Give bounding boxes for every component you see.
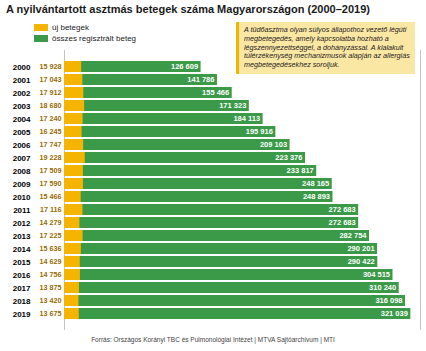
svg-text:2004: 2004 — [13, 115, 31, 124]
svg-text:14 756: 14 756 — [40, 270, 62, 279]
svg-text:17 240: 17 240 — [40, 114, 62, 123]
svg-text:282 754: 282 754 — [339, 231, 367, 240]
svg-text:184 113: 184 113 — [233, 114, 260, 123]
svg-text:2016: 2016 — [13, 271, 31, 280]
svg-text:290 201: 290 201 — [347, 244, 374, 253]
svg-text:155 466: 155 466 — [202, 88, 229, 97]
svg-text:223 376: 223 376 — [275, 153, 302, 162]
svg-text:233 817: 233 817 — [287, 166, 314, 175]
html-text:A nyilvántartott asztmás beteg: A nyilvántartott asztmás betegek száma M… — [6, 3, 370, 15]
svg-text:2017: 2017 — [13, 284, 31, 293]
svg-text:171 323: 171 323 — [219, 101, 246, 110]
svg-text:2018: 2018 — [13, 297, 31, 306]
svg-text:321 039: 321 039 — [381, 309, 408, 318]
svg-text:2003: 2003 — [13, 102, 31, 111]
svg-text:16 245: 16 245 — [40, 127, 62, 136]
svg-text:272 683: 272 683 — [329, 205, 356, 214]
svg-text:14 279: 14 279 — [40, 218, 62, 227]
svg-text:310 240: 310 240 — [369, 283, 396, 292]
svg-text:17 509: 17 509 — [40, 166, 62, 175]
svg-text:2014: 2014 — [13, 245, 31, 254]
svg-text:17 116: 17 116 — [40, 205, 62, 214]
svg-text:13 675: 13 675 — [40, 309, 62, 318]
svg-text:2019: 2019 — [13, 310, 31, 319]
svg-text:2010: 2010 — [13, 193, 31, 202]
svg-text:13 875: 13 875 — [40, 283, 62, 292]
svg-text:209 103: 209 103 — [260, 140, 287, 149]
svg-text:2002: 2002 — [13, 89, 31, 98]
svg-text:17 043: 17 043 — [40, 75, 62, 84]
svg-text:14 629: 14 629 — [40, 257, 62, 266]
svg-text:126 609: 126 609 — [171, 62, 198, 71]
svg-text:2009: 2009 — [13, 180, 31, 189]
svg-text:19 228: 19 228 — [40, 153, 62, 162]
svg-text:248 893: 248 893 — [303, 192, 330, 201]
svg-text:2012: 2012 — [13, 219, 31, 228]
svg-text:141 786: 141 786 — [187, 75, 214, 84]
svg-text:15 928: 15 928 — [40, 62, 62, 71]
html-text:Forrás: Országos Korányi TBC é: Forrás: Országos Korányi TBC és Pulmonol… — [91, 336, 335, 343]
svg-text:15 466: 15 466 — [40, 192, 62, 201]
svg-text:2011: 2011 — [13, 206, 31, 215]
svg-text:2006: 2006 — [13, 141, 31, 150]
svg-text:290 422: 290 422 — [348, 257, 375, 266]
svg-text:2015: 2015 — [13, 258, 31, 267]
svg-text:2005: 2005 — [13, 128, 31, 137]
html-text:A tüdőasztma olyan súlyos álla: A tüdőasztma olyan súlyos állapothoz vez… — [244, 25, 410, 70]
svg-text:17 747: 17 747 — [40, 140, 62, 149]
svg-text:272 683: 272 683 — [329, 218, 356, 227]
html-text:új betegek: új betegek — [52, 23, 89, 32]
svg-text:2001: 2001 — [13, 76, 31, 85]
svg-text:2008: 2008 — [13, 167, 31, 176]
svg-text:17 225: 17 225 — [40, 231, 62, 240]
svg-text:304 515: 304 515 — [363, 270, 390, 279]
svg-text:17 590: 17 590 — [40, 179, 62, 188]
svg-text:15 636: 15 636 — [40, 244, 62, 253]
svg-text:2000: 2000 — [13, 63, 31, 72]
svg-text:316 098: 316 098 — [375, 296, 402, 305]
svg-text:18 680: 18 680 — [40, 101, 62, 110]
svg-text:2013: 2013 — [13, 232, 31, 241]
svg-text:17 912: 17 912 — [40, 88, 62, 97]
svg-text:13 420: 13 420 — [40, 296, 62, 305]
svg-text:195 916: 195 916 — [246, 127, 273, 136]
svg-text:248 165: 248 165 — [302, 179, 329, 188]
svg-text:2007: 2007 — [13, 154, 31, 163]
html-text:összes regisztrált beteg: összes regisztrált beteg — [52, 34, 136, 43]
